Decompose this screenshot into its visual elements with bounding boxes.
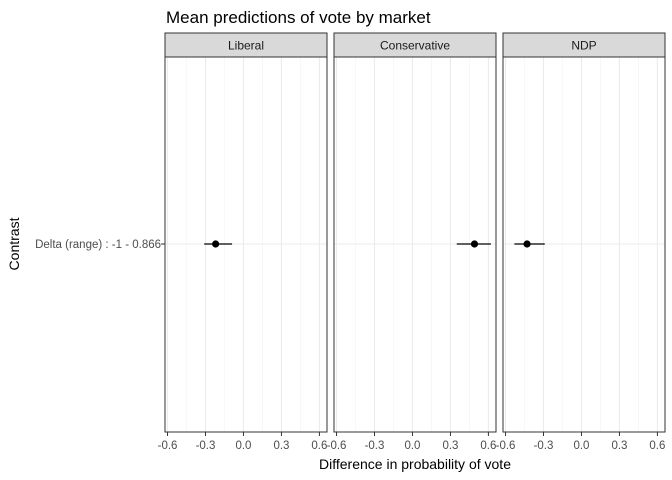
x-tick-label: -0.3 [534, 440, 554, 452]
x-tick-label: 0.0 [573, 440, 589, 452]
x-tick-label: 0.0 [235, 440, 251, 452]
x-tick-label: -0.6 [327, 440, 347, 452]
x-tick-label: 0.3 [273, 440, 289, 452]
x-tick-label: -0.3 [196, 440, 216, 452]
x-tick-label: 0.0 [404, 440, 420, 452]
strip-background [502, 32, 666, 58]
x-tick-label: -0.6 [496, 440, 516, 452]
strip-background [333, 32, 497, 58]
strip-label: Conservative [380, 39, 450, 53]
facets-group: Liberal -0.6 -0.3 0.0 0.3 0.6 Conservative -0.6… [158, 32, 666, 452]
x-tick-label: 0.3 [611, 440, 627, 452]
x-tick-label: -0.6 [158, 440, 178, 452]
chart-title: Mean predictions of vote by market [166, 8, 431, 27]
estimate-point [523, 240, 531, 248]
strip-label: NDP [571, 39, 596, 53]
facet-panel-conservative: Conservative -0.6 -0.3 0.0 0.3 0.6 [327, 32, 497, 452]
y-axis-title: Contrast [6, 217, 22, 270]
x-tick-label: 0.6 [480, 440, 496, 452]
x-tick-label: -0.3 [365, 440, 385, 452]
facet-panel-liberal: Liberal -0.6 -0.3 0.0 0.3 0.6 [158, 32, 328, 452]
x-tick-label: 0.3 [442, 440, 458, 452]
estimate-point [470, 240, 479, 248]
strip-label: Liberal [228, 39, 264, 53]
facet-panel-ndp: NDP -0.6 -0.3 0.0 0.3 0.6 [496, 32, 666, 452]
x-tick-label: 0.6 [311, 440, 327, 452]
x-axis-title: Difference in probability of vote [319, 456, 511, 472]
estimate-point [212, 240, 220, 248]
x-tick-label: 0.6 [649, 440, 665, 452]
y-tick-label: Delta (range) : -1 - 0.866 [35, 239, 161, 251]
strip-background [164, 32, 328, 58]
